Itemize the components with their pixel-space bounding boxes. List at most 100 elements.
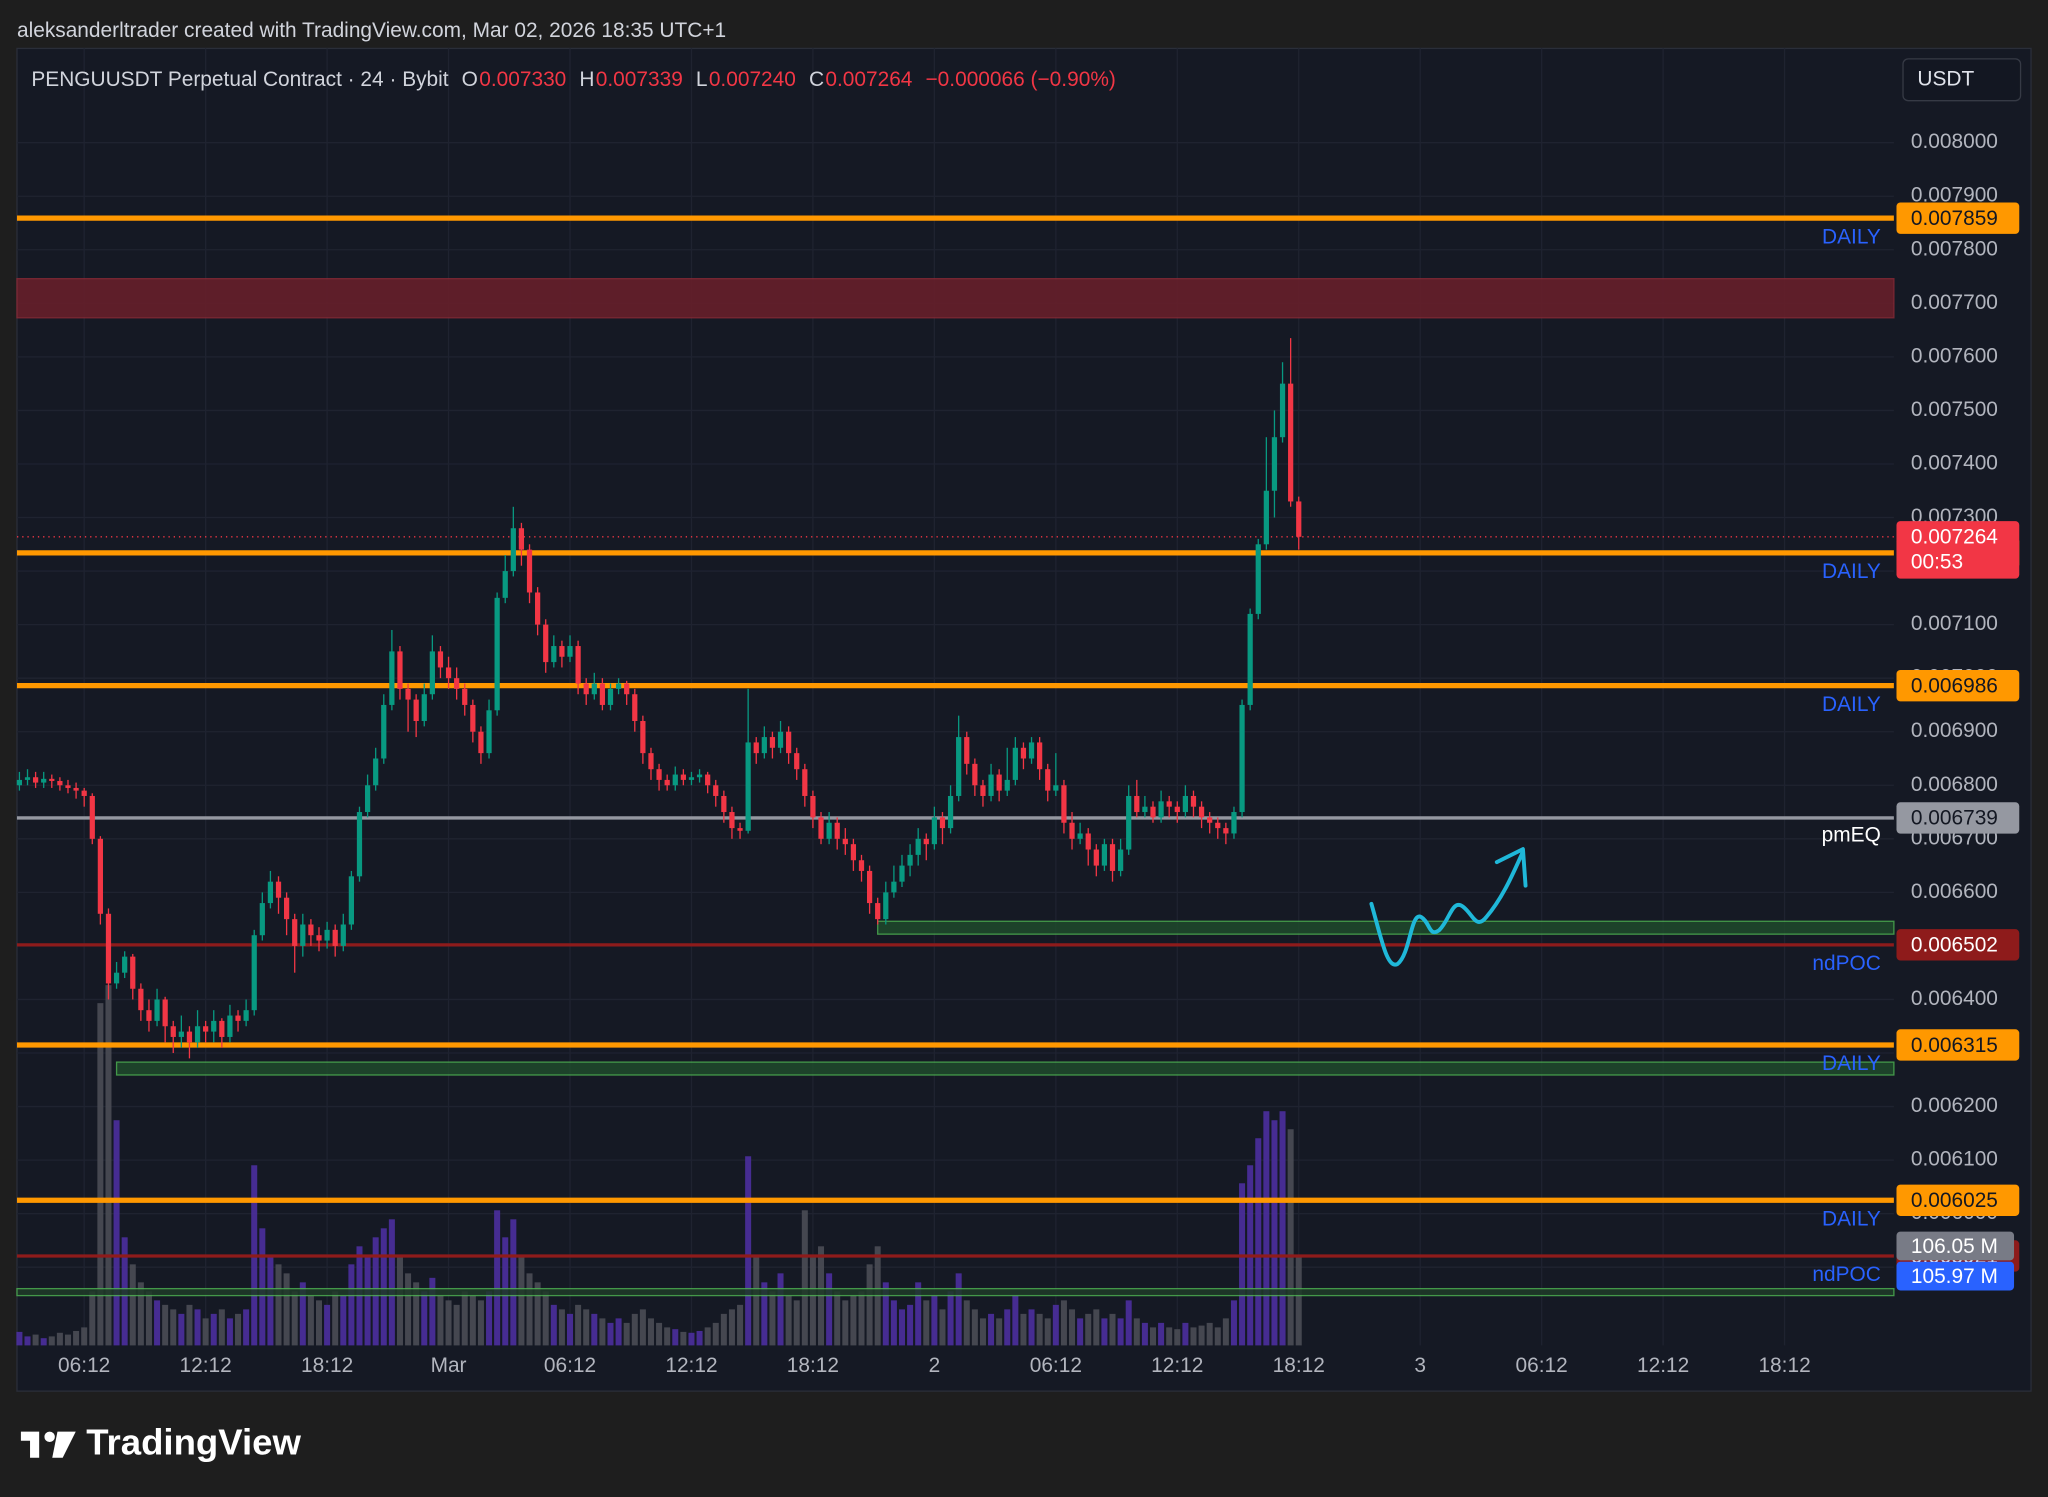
candle-body (154, 999, 160, 1021)
volume-bar (1012, 1295, 1019, 1346)
candle-body (1012, 747, 1018, 780)
y-tick-label: 0.006100 (1911, 1148, 1998, 1171)
candle-body (721, 795, 727, 813)
volume-bar (647, 1318, 654, 1346)
candle-body (1150, 806, 1156, 818)
candle-body (454, 678, 460, 689)
candle-body (1296, 501, 1302, 537)
volume-bar (963, 1300, 970, 1346)
y-tick-label: 0.006900 (1911, 719, 1998, 742)
level-tag: DAILY (1822, 1052, 1881, 1075)
volume-bar (1125, 1300, 1132, 1346)
volume-bar (542, 1291, 549, 1346)
volume-bar (380, 1228, 387, 1346)
currency-button[interactable] (1902, 58, 2022, 102)
volume-bar (761, 1282, 768, 1346)
candle-body (421, 694, 427, 722)
volume-bar (526, 1273, 533, 1346)
price-box-label: 0.006502 (1911, 934, 1998, 957)
volume-bar (898, 1309, 905, 1346)
volume-bar (890, 1300, 897, 1346)
volume-bar (405, 1273, 412, 1346)
candle-body (1231, 812, 1237, 834)
candle-body (1037, 742, 1043, 770)
candle-body (356, 812, 363, 877)
candle-body (1134, 795, 1140, 813)
volume-bar (745, 1156, 752, 1346)
candle-body (324, 929, 330, 941)
candle-body (462, 688, 468, 705)
candle-body (526, 549, 533, 593)
candle-body (219, 1020, 225, 1037)
candle-body (24, 777, 31, 780)
candle-body (413, 699, 419, 722)
candle-body (1215, 822, 1221, 829)
volume-bar (1141, 1322, 1148, 1346)
candle-body (235, 1015, 241, 1021)
candle-body (470, 704, 476, 732)
volume-bar (1279, 1111, 1286, 1346)
candle-body (559, 646, 565, 657)
candle-body (146, 1010, 152, 1021)
volume-bar (315, 1300, 323, 1346)
volume-bar (534, 1282, 541, 1346)
legend-part: 0.007264 (825, 67, 912, 90)
candle-body (858, 860, 865, 871)
zone (16, 1287, 1895, 1297)
y-tick-label: 0.007500 (1911, 398, 1998, 421)
x-tick-label: 18:12 (1273, 1354, 1325, 1377)
candle-body (1174, 806, 1180, 813)
candle-body (656, 769, 662, 780)
candle-body (332, 929, 338, 946)
candle-body (97, 838, 103, 914)
legend-part: −0.000066 (−0.90%) (925, 67, 1115, 90)
currency-label[interactable]: USDT (1917, 67, 1974, 90)
volume-bar (388, 1219, 395, 1346)
volume-bar (259, 1228, 266, 1346)
candle-body (57, 780, 63, 786)
volume-bar (453, 1304, 460, 1346)
volume-bar (1198, 1325, 1205, 1346)
candle-body (624, 683, 630, 695)
candle-body (1004, 779, 1010, 791)
volume-bar (1036, 1313, 1043, 1346)
legend-part: PENGUUSDT Perpetual Contract · 24 · Bybi… (31, 67, 448, 90)
candle-body (1190, 795, 1197, 807)
price-box (1896, 1029, 2020, 1061)
x-tick-label: 2 (929, 1354, 941, 1377)
volume-bar (429, 1277, 436, 1346)
volume-bar (1190, 1327, 1197, 1346)
volume-bar (48, 1336, 55, 1346)
legend-part: 0.007330 (479, 67, 566, 90)
volume-bar (510, 1219, 517, 1346)
volume-bar (639, 1309, 646, 1346)
candle-body (753, 742, 759, 754)
x-tick-label: 12:12 (1637, 1354, 1689, 1377)
legend-part: L (696, 67, 708, 90)
candle-body (850, 844, 857, 861)
y-tick-label: 0.008000 (1911, 130, 1998, 153)
candle-body (170, 1026, 176, 1037)
volume-bar (186, 1304, 193, 1346)
candle-body (340, 924, 346, 946)
candle-body (899, 865, 905, 882)
candle-body (883, 892, 889, 920)
candle-body (688, 777, 695, 780)
candle-body (32, 777, 39, 783)
candle-body (1255, 544, 1261, 614)
price-box-label: 0.006315 (1911, 1034, 1998, 1057)
volume-bar (858, 1291, 865, 1346)
logo-mark (44, 1431, 55, 1443)
volume-bar (64, 1334, 71, 1346)
candle-body (810, 795, 816, 818)
candle-body (543, 624, 549, 663)
volume-bar (97, 1003, 104, 1346)
volume-bar (1182, 1322, 1189, 1346)
logo-icon (20, 1431, 76, 1458)
volume-bar (672, 1329, 679, 1346)
price-box-label: 0.006025 (1911, 1189, 1998, 1212)
volume-bar (24, 1336, 31, 1346)
candle-body (89, 795, 95, 839)
y-tick-label: 0.007600 (1911, 344, 1998, 367)
candle-body (518, 528, 525, 550)
